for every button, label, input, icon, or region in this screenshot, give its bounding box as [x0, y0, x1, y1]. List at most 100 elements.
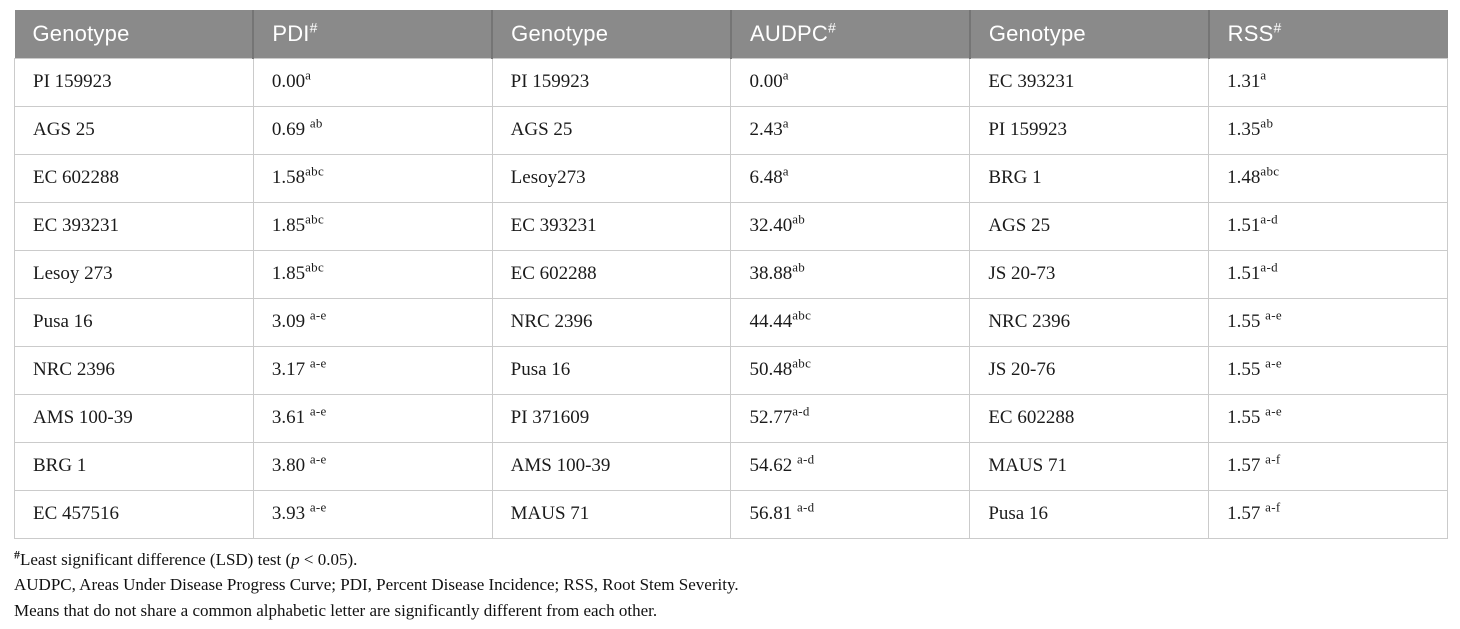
header-hash-superscript: # — [828, 19, 836, 36]
genotype-cell: JS 20-73 — [969, 249, 1210, 299]
footnote-p-italic: p — [291, 549, 300, 569]
significance-superscript: a-e — [309, 451, 327, 467]
genotype-cell: AGS 25 — [14, 105, 254, 155]
value-cell: 2.43a — [730, 105, 971, 155]
value-cell: 6.48a — [730, 153, 971, 203]
significance-superscript: a-d — [1260, 211, 1278, 227]
value-cell: 54.62 a-d — [730, 441, 971, 491]
significance-superscript: ab — [1260, 115, 1274, 131]
significance-superscript: a-d — [1260, 259, 1278, 275]
significance-superscript: abc — [305, 163, 325, 179]
genotype-cell: EC 457516 — [14, 489, 254, 539]
significance-superscript: a-f — [1265, 499, 1281, 515]
table-row: NRC 2396 3.17 a-e Pusa 16 50.48abc JS 20-76 1… — [14, 345, 1448, 395]
value-cell: 1.58abc — [252, 153, 493, 203]
value-cell: 38.88ab — [730, 249, 971, 299]
value-cell: 1.55 a-e — [1208, 345, 1448, 395]
significance-superscript: ab — [792, 211, 806, 227]
footnote-lsd-text: Least significant difference (LSD) test … — [20, 549, 292, 569]
table-row: AMS 100-39 3.61 a-e PI 371609 52.77a-d EC 60… — [14, 393, 1448, 443]
footnote-abbreviations: AUDPC, Areas Under Disease Progress Curv… — [14, 575, 739, 594]
genotype-cell: AGS 25 — [969, 201, 1210, 251]
genotype-cell: Lesoy273 — [491, 153, 732, 203]
column-header-2-genotype: Genotype — [491, 10, 731, 58]
significance-superscript: a — [782, 67, 789, 83]
column-header-5-rss: RSS# — [1207, 10, 1448, 58]
significance-superscript: a-e — [309, 355, 327, 371]
value-cell: 1.55 a-e — [1208, 393, 1448, 443]
value-cell: 32.40ab — [730, 201, 971, 251]
value-cell: 1.31a — [1208, 57, 1448, 107]
significance-superscript: abc — [305, 259, 325, 275]
genotype-cell: EC 602288 — [969, 393, 1210, 443]
value-cell: 3.93 a-e — [252, 489, 493, 539]
value-cell: 3.17 a-e — [252, 345, 493, 395]
genotype-cell: EC 602288 — [14, 153, 254, 203]
genotype-comparison-table: Genotype PDI# Genotype AUDPC# Genotype RSS# P… — [14, 10, 1448, 539]
genotype-cell: PI 159923 — [969, 105, 1210, 155]
genotype-cell: PI 371609 — [491, 393, 732, 443]
value-cell: 1.51a-d — [1208, 249, 1448, 299]
table-row: AGS 25 0.69 ab AGS 25 2.43a PI 159923 1.35ab — [14, 105, 1448, 155]
header-hash-superscript: # — [1273, 19, 1282, 36]
genotype-cell: EC 393231 — [14, 201, 254, 251]
genotype-cell: AMS 100-39 — [491, 441, 732, 491]
value-cell: 3.61 a-e — [252, 393, 493, 443]
value-cell: 3.80 a-e — [252, 441, 493, 491]
genotype-cell: PI 159923 — [491, 57, 732, 107]
table-row: Lesoy 273 1.85abc EC 602288 38.88ab JS 20-73… — [14, 249, 1448, 299]
value-cell: 44.44abc — [730, 297, 971, 347]
table-row: EC 393231 1.85abc EC 393231 32.40ab AGS 25 1.… — [14, 201, 1448, 251]
value-cell: 3.09 a-e — [252, 297, 493, 347]
significance-superscript: a-e — [1265, 307, 1282, 323]
significance-superscript: a-e — [1265, 403, 1282, 419]
genotype-cell: PI 159923 — [14, 57, 254, 107]
significance-superscript: a-f — [1265, 451, 1281, 467]
table-body: PI 159923 0.00a PI 159923 0.00a EC 393231 1.3… — [14, 57, 1448, 539]
significance-superscript: a-e — [309, 499, 327, 515]
genotype-cell: EC 393231 — [969, 57, 1210, 107]
significance-superscript: abc — [792, 355, 812, 371]
table-row: BRG 1 3.80 a-e AMS 100-39 54.62 a-d MAUS 71 1… — [14, 441, 1448, 491]
value-cell: 50.48abc — [730, 345, 971, 395]
value-cell: 0.69 ab — [252, 105, 493, 155]
significance-superscript: ab — [792, 259, 806, 275]
genotype-cell: NRC 2396 — [491, 297, 732, 347]
table-row: Pusa 16 3.09 a-e NRC 2396 44.44abc NRC 2396 1… — [14, 297, 1448, 347]
significance-superscript: a — [782, 115, 789, 131]
genotype-cell: AGS 25 — [491, 105, 732, 155]
value-cell: 1.35ab — [1208, 105, 1448, 155]
footnotes: #Least significant difference (LSD) test… — [14, 547, 1448, 624]
genotype-cell: NRC 2396 — [969, 297, 1210, 347]
hash-marker: # — [14, 546, 20, 561]
genotype-cell: Pusa 16 — [14, 297, 254, 347]
value-cell: 1.57 a-f — [1208, 489, 1448, 539]
genotype-cell: BRG 1 — [969, 153, 1210, 203]
genotype-cell: BRG 1 — [14, 441, 254, 491]
table-header: Genotype PDI# Genotype AUDPC# Genotype RSS# — [14, 10, 1448, 58]
genotype-cell: Pusa 16 — [491, 345, 732, 395]
significance-superscript: a-d — [796, 499, 815, 515]
value-cell: 56.81 a-d — [730, 489, 971, 539]
value-cell: 0.00a — [252, 57, 493, 107]
significance-superscript: a — [782, 163, 789, 179]
genotype-cell: JS 20-76 — [969, 345, 1210, 395]
significance-superscript: a — [305, 67, 312, 83]
genotype-cell: MAUS 71 — [491, 489, 732, 539]
genotype-cell: NRC 2396 — [14, 345, 254, 395]
header-row: Genotype PDI# Genotype AUDPC# Genotype RSS# — [14, 10, 1448, 58]
column-header-4-genotype: Genotype — [968, 10, 1209, 58]
genotype-cell: EC 602288 — [491, 249, 732, 299]
header-hash-superscript: # — [309, 19, 318, 36]
significance-superscript: a-e — [309, 307, 327, 323]
genotype-cell: Lesoy 273 — [14, 249, 254, 299]
genotype-cell: EC 393231 — [491, 201, 732, 251]
significance-superscript: abc — [305, 211, 325, 227]
significance-superscript: ab — [309, 115, 323, 131]
significance-superscript: a — [1260, 67, 1267, 83]
significance-superscript: a-e — [309, 403, 327, 419]
significance-superscript: a-d — [792, 403, 810, 419]
column-header-0-genotype: Genotype — [14, 10, 254, 58]
value-cell: 1.51a-d — [1208, 201, 1448, 251]
footnote-lsd-tail: < 0.05). — [299, 549, 358, 569]
